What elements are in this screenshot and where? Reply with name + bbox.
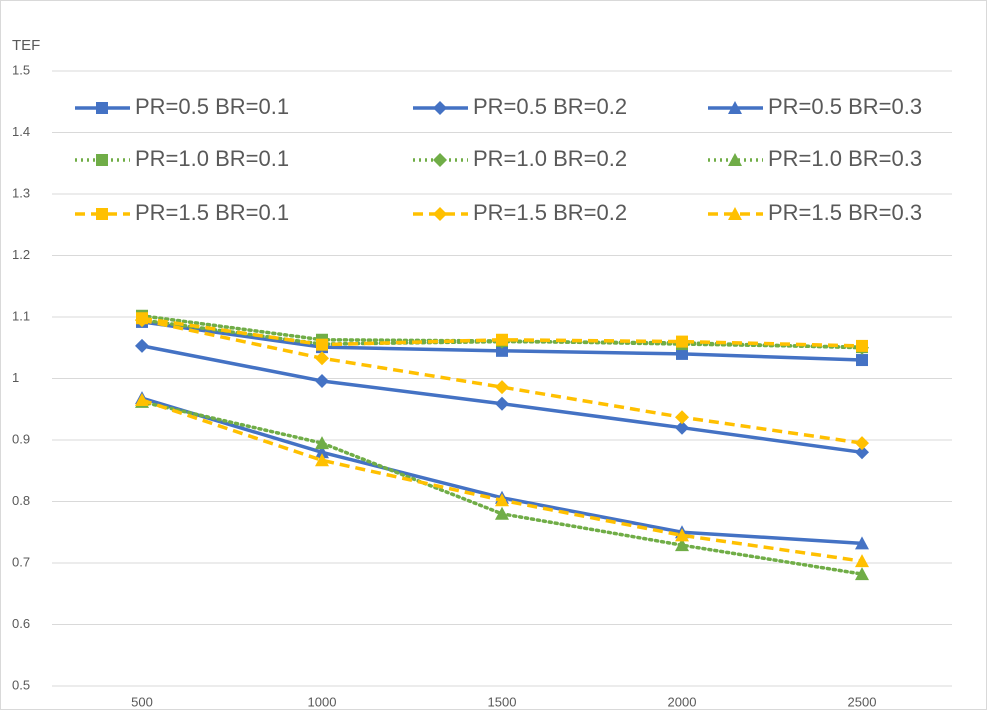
y-tick-label: 1 [12,370,19,385]
data-point [855,567,869,581]
legend-item: PR=0.5 BR=0.2 [413,94,627,119]
data-point [675,410,689,425]
x-tick-label: 1500 [488,694,517,709]
data-point [675,420,689,435]
y-tick-label: 1.4 [12,124,30,139]
data-point [495,493,509,507]
x-tick-label: 500 [131,694,153,709]
data-point [856,339,868,352]
y-axis-label: TEF [12,37,40,54]
data-point [315,445,329,459]
data-point [855,436,869,451]
y-tick-label: 1.2 [12,247,30,262]
data-point [675,528,689,542]
x-tick-label: 2500 [848,694,877,709]
y-tick-label: 0.8 [12,493,30,508]
legend-marker [728,101,742,114]
y-tick-label: 0.5 [12,677,30,692]
legend-marker [96,208,108,220]
data-point [135,393,149,407]
legend-item: PR=1.0 BR=0.1 [75,146,289,171]
y-tick-label: 0.9 [12,431,30,446]
y-tick-label: 1.1 [12,308,30,323]
legend-marker [728,207,742,220]
data-point [315,453,329,467]
legend-item: PR=1.5 BR=0.2 [413,200,627,225]
data-point [315,436,329,450]
data-point [315,351,329,366]
legend-label: PR=1.5 BR=0.3 [768,200,922,225]
legend-item: PR=1.0 BR=0.2 [413,146,627,171]
data-point [855,536,869,550]
data-point [855,445,869,460]
legend-label: PR=1.0 BR=0.2 [473,146,627,171]
data-point [676,347,688,360]
legend-item: PR=0.5 BR=0.1 [75,94,289,119]
data-point [495,396,509,411]
data-point [676,335,688,348]
legend-label: PR=0.5 BR=0.1 [135,94,289,119]
legend-marker [433,101,447,115]
y-tick-label: 1.5 [12,62,30,77]
data-point [495,380,509,395]
series-line [141,318,863,445]
legend-label: PR=0.5 BR=0.3 [768,94,922,119]
y-tick-label: 0.7 [12,554,30,569]
data-point [496,344,508,357]
legend-item: PR=1.5 BR=0.3 [708,200,922,225]
data-point [495,506,509,520]
legend-label: PR=1.5 BR=0.1 [135,200,289,225]
legend-item: PR=0.5 BR=0.3 [708,94,922,119]
y-tick-label: 0.6 [12,616,30,631]
legend-marker [96,102,108,114]
legend-marker [728,153,742,166]
x-tick-label: 1000 [308,694,337,709]
legend-label: PR=1.0 BR=0.3 [768,146,922,171]
legend-marker [433,153,447,167]
data-point [855,554,869,568]
data-point [135,313,149,328]
x-tick-label: 2000 [668,694,697,709]
legend-marker [433,207,447,221]
legend-marker [96,154,108,166]
legend-label: PR=0.5 BR=0.2 [473,94,627,119]
data-point [315,373,329,388]
legend-label: PR=1.5 BR=0.2 [473,200,627,225]
data-point [135,338,149,353]
legend-item: PR=1.5 BR=0.1 [75,200,289,225]
legend-label: PR=1.0 BR=0.1 [135,146,289,171]
data-point [675,538,689,552]
y-tick-label: 1.3 [12,185,30,200]
data-point [496,333,508,346]
data-point [316,338,328,351]
data-point [856,354,868,367]
legend-item: PR=1.0 BR=0.3 [708,146,922,171]
